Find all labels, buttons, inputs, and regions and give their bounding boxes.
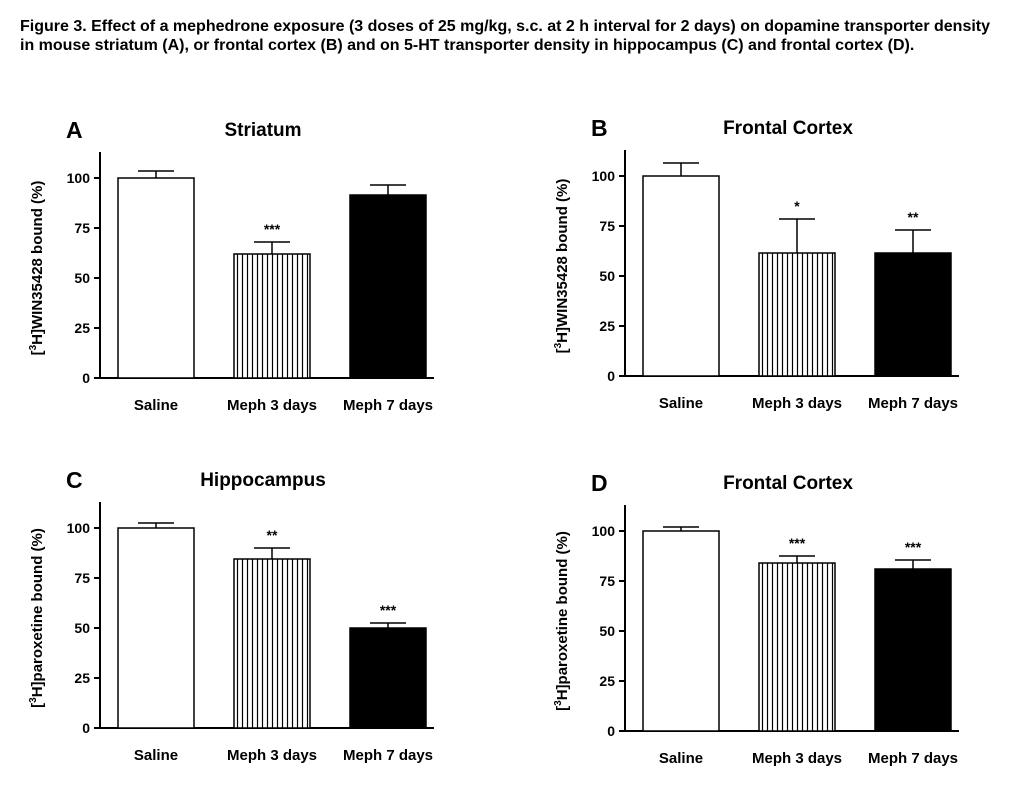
y-axis-label: [3H]paroxetine bound (%) bbox=[28, 528, 46, 708]
bar-chart-d: D Frontal Cortex 0 25 50 75 100 [3H]paroxetine … bbox=[553, 470, 959, 767]
y-tick-label: 0 bbox=[82, 370, 90, 386]
bar-saline bbox=[117, 177, 195, 379]
y-tick-label: 50 bbox=[599, 268, 615, 284]
bar-chart-c: C Hippocampus 0 25 50 75 100 [3H]paroxetine bou… bbox=[28, 467, 434, 764]
chart-title: Hippocampus bbox=[200, 470, 326, 491]
y-tick-label: 75 bbox=[599, 218, 615, 234]
panel-letter: D bbox=[591, 470, 608, 496]
bar-meph-3-days bbox=[233, 558, 311, 729]
significance-label: *** bbox=[264, 221, 281, 237]
bar-meph-3-days bbox=[233, 253, 311, 379]
significance-label: *** bbox=[789, 535, 806, 551]
y-tick-label: 100 bbox=[67, 520, 91, 536]
y-tick-label: 25 bbox=[599, 673, 615, 689]
significance-label: ** bbox=[267, 527, 278, 543]
significance-label: ** bbox=[908, 209, 919, 225]
y-tick-label: 25 bbox=[599, 318, 615, 334]
figure-caption: Figure 3. Effect of a mephedrone exposur… bbox=[20, 18, 991, 54]
panel-letter: A bbox=[66, 117, 83, 143]
bar-meph-3-days bbox=[758, 562, 836, 732]
x-tick-label: Meph 7 days bbox=[868, 395, 958, 412]
x-tick-label: Meph 7 days bbox=[343, 397, 433, 414]
y-tick-label: 0 bbox=[82, 720, 90, 736]
x-tick-label: Saline bbox=[659, 395, 703, 412]
x-tick-label: Meph 3 days bbox=[752, 395, 842, 412]
y-axis-label: [3H]paroxetine bound (%) bbox=[553, 531, 571, 711]
x-tick-label: Meph 3 days bbox=[227, 747, 317, 764]
y-tick-label: 50 bbox=[74, 620, 90, 636]
y-tick-label: 75 bbox=[74, 220, 90, 236]
bar-meph-7-days bbox=[349, 627, 427, 729]
bar-meph-7-days bbox=[349, 194, 427, 379]
chart-title: Striatum bbox=[224, 120, 301, 141]
y-tick-label: 50 bbox=[74, 270, 90, 286]
y-tick-label: 0 bbox=[607, 368, 615, 384]
y-tick-label: 100 bbox=[67, 170, 91, 186]
significance-label: *** bbox=[380, 602, 397, 618]
x-tick-label: Meph 7 days bbox=[343, 747, 433, 764]
x-tick-label: Saline bbox=[659, 750, 703, 767]
significance-label: * bbox=[794, 198, 800, 214]
y-tick-label: 50 bbox=[599, 623, 615, 639]
chart-panel-a: A Striatum 0 25 50 75 100 [3H]WIN35428 bound (%… bbox=[20, 110, 490, 440]
chart-panel-b: B Frontal Cortex 0 25 50 75 100 [3H]WIN35428 bo… bbox=[545, 108, 1015, 438]
bar-meph-3-days bbox=[758, 252, 836, 377]
bar-saline bbox=[117, 527, 195, 729]
panel-letter: C bbox=[66, 467, 83, 493]
bar-meph-7-days bbox=[874, 252, 952, 377]
x-tick-label: Meph 3 days bbox=[752, 750, 842, 767]
x-tick-label: Saline bbox=[134, 747, 178, 764]
y-tick-label: 100 bbox=[592, 523, 616, 539]
bar-meph-7-days bbox=[874, 568, 952, 732]
panel-letter: B bbox=[591, 115, 608, 141]
significance-label: *** bbox=[905, 539, 922, 555]
chart-title: Frontal Cortex bbox=[723, 473, 853, 494]
chart-panel-c: C Hippocampus 0 25 50 75 100 [3H]paroxetine bou… bbox=[20, 460, 490, 790]
y-tick-label: 25 bbox=[74, 320, 90, 336]
x-tick-label: Meph 3 days bbox=[227, 397, 317, 414]
chart-title: Frontal Cortex bbox=[723, 118, 853, 139]
y-axis-label: [3H]WIN35428 bound (%) bbox=[28, 181, 46, 356]
y-tick-label: 0 bbox=[607, 723, 615, 739]
x-tick-label: Saline bbox=[134, 397, 178, 414]
x-tick-label: Meph 7 days bbox=[868, 750, 958, 767]
y-tick-label: 75 bbox=[599, 573, 615, 589]
bar-chart-b: B Frontal Cortex 0 25 50 75 100 [3H]WIN35428 bo… bbox=[553, 115, 959, 412]
chart-panel-d: D Frontal Cortex 0 25 50 75 100 [3H]paroxetine … bbox=[545, 463, 1015, 793]
bar-saline bbox=[642, 530, 720, 732]
y-tick-label: 75 bbox=[74, 570, 90, 586]
bar-saline bbox=[642, 175, 720, 377]
y-tick-label: 100 bbox=[592, 168, 616, 184]
y-tick-label: 25 bbox=[74, 670, 90, 686]
y-axis-label: [3H]WIN35428 bound (%) bbox=[553, 179, 571, 354]
bar-chart-a: A Striatum 0 25 50 75 100 [3H]WIN35428 bound (%… bbox=[28, 117, 434, 414]
